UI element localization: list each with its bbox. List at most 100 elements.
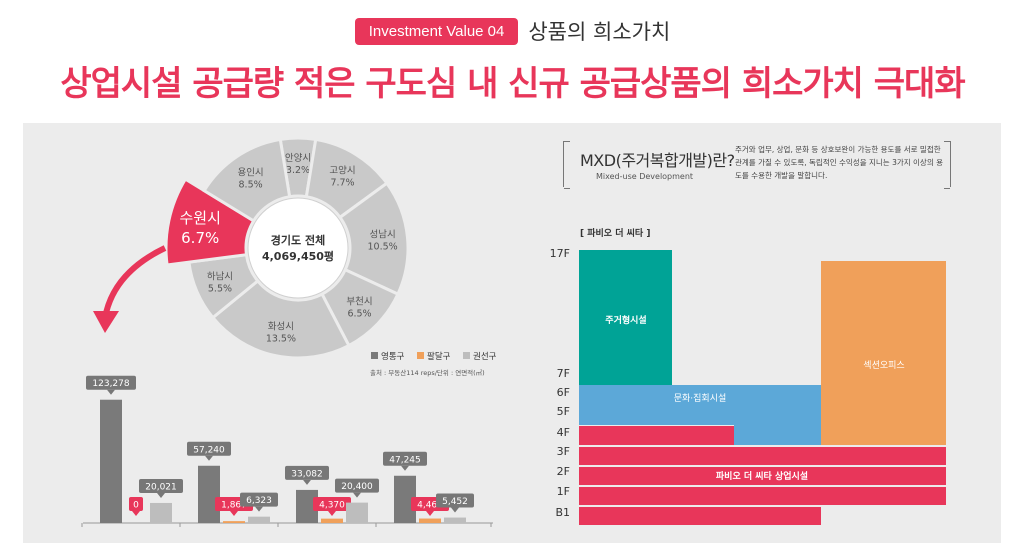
- pie-slice: [164, 177, 256, 267]
- building-block: [579, 250, 672, 385]
- pie-value: 5.5%: [208, 284, 232, 295]
- pie-label: 부천시: [346, 297, 372, 308]
- floor-label: 2F: [557, 465, 570, 478]
- data-label: 4,370: [319, 501, 345, 511]
- data-label: 20,021: [145, 482, 177, 492]
- floor-label: 17F: [550, 247, 570, 260]
- data-label: 33,082: [291, 469, 323, 479]
- pie-label: 고양시: [329, 166, 355, 177]
- bar: [394, 475, 416, 523]
- mxd-description: 주거와 업무, 상업, 문화 등 상호보완이 가능한 용도를 서로 밀접한 관계…: [735, 145, 944, 180]
- pie-label: 용인시: [237, 167, 263, 178]
- block-label: 섹션오피스: [863, 360, 904, 371]
- data-label-pointer: [230, 511, 238, 516]
- legend-label: 영통구: [381, 351, 405, 362]
- data-label: 6,323: [246, 496, 272, 506]
- data-label-pointer: [303, 479, 311, 485]
- legend-label: 권선구: [473, 351, 497, 362]
- legend-swatch: [463, 352, 470, 359]
- legend-label: 팔달구: [427, 351, 451, 362]
- mxd-title: MXD(주거복합개발)란?: [580, 151, 735, 170]
- data-label-pointer: [157, 492, 165, 498]
- data-label-box: [240, 492, 278, 507]
- building-block: [734, 425, 821, 445]
- data-label-box: [285, 465, 329, 480]
- building-block: [579, 447, 946, 465]
- bar: [346, 502, 368, 523]
- arrow-head: [93, 311, 119, 333]
- pie-center: [247, 197, 349, 299]
- pie-value: 6.7%: [181, 229, 219, 247]
- data-label: 4,464: [417, 501, 443, 511]
- bar: [296, 489, 318, 523]
- building-block: [821, 261, 946, 445]
- data-label-pointer: [255, 506, 263, 512]
- pie-value: 3.2%: [286, 165, 310, 176]
- page-title: 상업시설 공급량 적은 구도심 내 신규 공급상품의 희소가치 극대화: [60, 64, 965, 104]
- floor-label: B1: [555, 506, 570, 519]
- pie-value: 7.7%: [330, 178, 354, 189]
- infographic-panel: 안양시 3.2% 고양시 7.7% 성남시 10.5% 부천시 6.5% 화성시 13.5% 하남시…: [23, 123, 1001, 543]
- bar: [150, 502, 172, 523]
- floor-label: 5F: [557, 405, 570, 418]
- data-label: 1,867: [221, 501, 247, 511]
- building-section-title: [ 파비오 더 씨타 ]: [580, 229, 651, 239]
- pie-label: 수원시: [179, 209, 220, 227]
- data-label-pointer: [205, 455, 213, 461]
- data-label-pointer: [328, 511, 336, 516]
- mxd-definition-box: MXD(주거복합개발)란? Mixed-use Development 주거와 …: [563, 141, 951, 189]
- data-label-pointer: [401, 465, 409, 471]
- building-block: [579, 487, 946, 505]
- building-block: [579, 467, 946, 485]
- pie-center-value: 4,069,450평: [262, 249, 334, 263]
- data-label-box: [139, 478, 183, 493]
- bar-chart-source: 출처 : 부동산114 reps/단위 : 연면적(㎡): [370, 369, 485, 377]
- pie-label: 하남시: [207, 271, 233, 283]
- data-label-pointer: [107, 389, 115, 395]
- data-label: 5,452: [442, 497, 468, 507]
- bar: [198, 465, 220, 523]
- data-label-pointer: [353, 492, 361, 498]
- data-label-box: [129, 497, 143, 511]
- pie-slice: [210, 278, 351, 360]
- bar: [321, 518, 343, 523]
- data-label-pointer: [132, 511, 140, 516]
- building-block: [579, 507, 821, 525]
- building-block: [579, 426, 734, 445]
- data-label-box: [383, 451, 427, 466]
- data-label-pointer: [426, 511, 434, 516]
- block-label: 문화·집회시설: [674, 392, 727, 404]
- pie-label: 화성시: [268, 321, 294, 332]
- floor-label: 3F: [557, 445, 570, 458]
- block-label: 파비오 더 씨타 상업시설: [716, 470, 808, 482]
- data-label-pointer: [451, 507, 459, 513]
- bar: [248, 516, 270, 523]
- pie-value: 13.5%: [266, 333, 296, 344]
- pie-label: 안양시: [285, 153, 311, 164]
- data-label-box: [436, 493, 474, 508]
- data-label: 20,400: [341, 482, 373, 492]
- section-subtitle: 상품의 희소가치: [528, 20, 671, 44]
- floor-label: 4F: [557, 426, 570, 439]
- floor-label: 7F: [557, 367, 570, 380]
- pie-center-title: 경기도 전체: [271, 233, 325, 247]
- data-label: 47,245: [389, 455, 421, 465]
- pie-value: 6.5%: [347, 309, 371, 320]
- legend-swatch: [417, 352, 424, 359]
- section-badge: Investment Value 04: [354, 17, 519, 45]
- data-label-box: [313, 497, 351, 511]
- bar: [444, 517, 466, 523]
- arrow-curve: [102, 245, 167, 319]
- section-header: Investment Value 04 상품의 희소가치: [0, 16, 1025, 46]
- building-block: [579, 385, 821, 425]
- pie-value: 8.5%: [239, 179, 263, 190]
- pie-value: 10.5%: [367, 242, 397, 253]
- data-label: 123,278: [92, 379, 129, 389]
- floor-label: 6F: [557, 386, 570, 399]
- pie-label: 성남시: [369, 230, 395, 241]
- bar: [100, 399, 122, 523]
- pie-slice: [202, 137, 292, 223]
- data-label: 0: [133, 501, 139, 511]
- data-label-box: [335, 478, 379, 493]
